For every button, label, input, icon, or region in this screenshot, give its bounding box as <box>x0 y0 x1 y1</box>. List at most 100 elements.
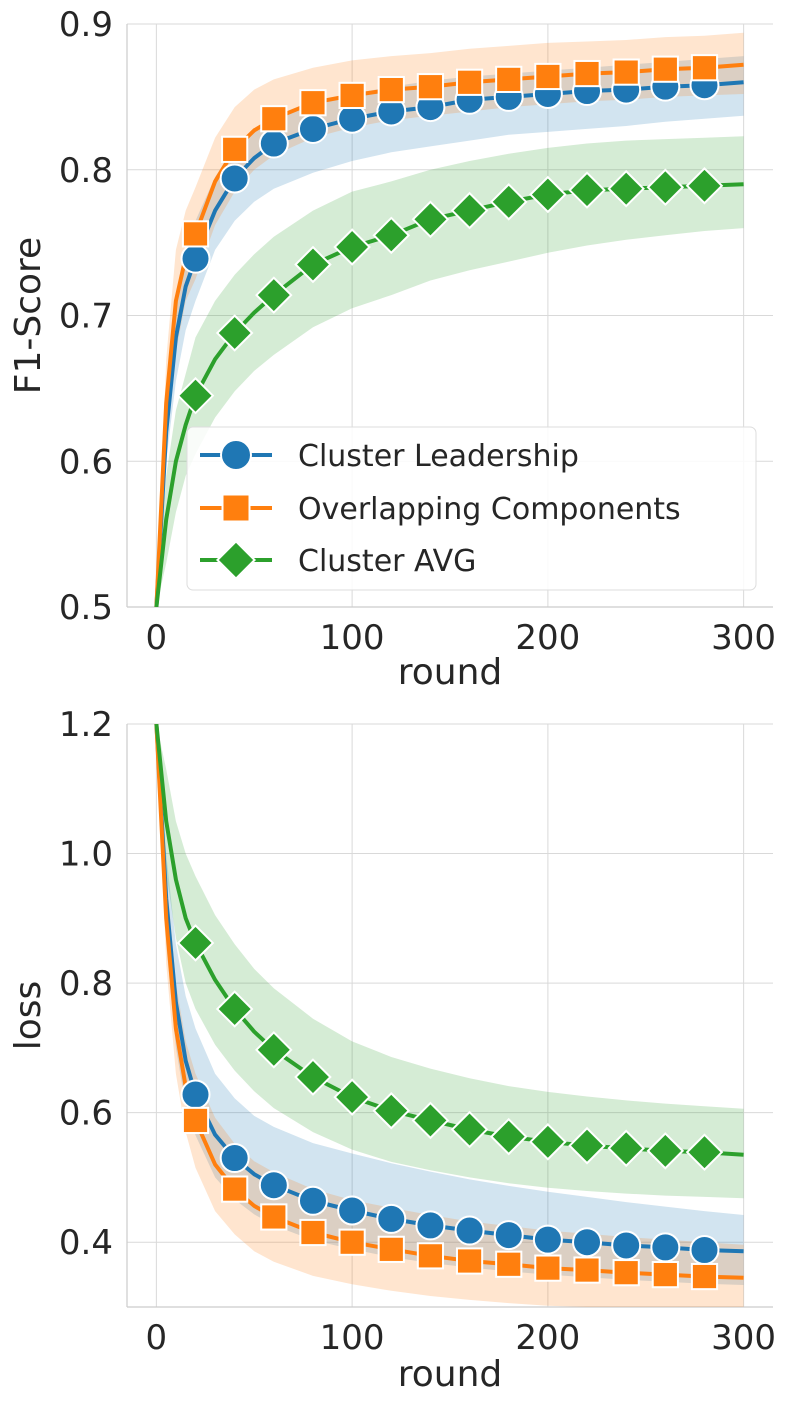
data-point-series-2 <box>573 59 601 88</box>
data-point-series-3 <box>215 990 254 1028</box>
data-point-series-2 <box>221 1175 249 1203</box>
data-point-series-3 <box>568 171 606 209</box>
data-point-series-3 <box>215 314 254 352</box>
y-tick-label: 0.8 <box>59 964 113 1004</box>
data-point-series-3 <box>646 1132 685 1170</box>
data-point-series-2 <box>416 73 445 101</box>
data-point-series-1 <box>611 1230 642 1261</box>
data-point-series-2 <box>612 58 640 86</box>
data-point-series-3 <box>450 191 489 230</box>
data-point-series-1 <box>376 1203 407 1234</box>
plot-area <box>154 32 744 607</box>
data-point-series-2 <box>416 1242 445 1270</box>
data-point-series-2 <box>299 89 327 117</box>
data-point-series-3 <box>411 200 450 239</box>
data-point-series-1 <box>258 1170 289 1201</box>
y-tick-label: 1.2 <box>59 705 113 745</box>
data-point-series-2 <box>612 1259 640 1287</box>
data-point-series-1 <box>258 128 289 159</box>
data-point-series-3 <box>333 1078 371 1116</box>
chart-2: 0.4 0.6 0.8 1.0 1.2 0 100 200 300 round loss <box>8 705 776 1395</box>
y-tick-label: 0.6 <box>59 442 113 482</box>
data-point-series-2 <box>690 1262 719 1291</box>
data-point-series-2 <box>534 1254 562 1282</box>
data-point-series-1 <box>415 1210 446 1241</box>
data-point-series-2 <box>221 135 249 163</box>
data-point-series-3 <box>411 1101 450 1140</box>
x-tick-label: 0 <box>146 618 168 658</box>
data-point-series-2 <box>338 1228 366 1256</box>
data-point-series-3 <box>489 183 528 221</box>
data-point-series-1 <box>337 1195 368 1226</box>
legend: Cluster Leadership Overlapping Components… <box>186 426 757 591</box>
data-point-series-3 <box>255 276 293 314</box>
data-point-series-1 <box>297 113 328 144</box>
legend-marker <box>220 439 252 471</box>
data-point-series-3 <box>372 1091 411 1130</box>
data-point-series-2 <box>260 105 288 133</box>
legend-marker <box>215 539 257 581</box>
data-point-series-2 <box>495 65 523 93</box>
legend-marker <box>221 493 251 523</box>
data-point-series-3 <box>255 1031 293 1069</box>
data-point-series-1 <box>689 1234 720 1265</box>
y-axis-label: loss <box>8 981 49 1051</box>
data-point-series-3 <box>294 245 332 284</box>
data-point-series-3 <box>685 167 724 205</box>
y-tick-label: 0.8 <box>59 151 113 191</box>
data-point-series-2 <box>455 1247 484 1275</box>
data-point-series-3 <box>529 1123 567 1161</box>
data-point-series-1 <box>532 1224 563 1255</box>
data-point-series-3 <box>176 376 215 415</box>
data-point-series-1 <box>219 163 250 194</box>
x-axis-label: round <box>398 652 503 693</box>
data-point-series-2 <box>377 1235 405 1263</box>
plot-area <box>154 724 744 1307</box>
data-point-series-2 <box>181 1106 210 1135</box>
data-point-series-3 <box>333 228 371 266</box>
data-point-series-3 <box>489 1117 528 1156</box>
x-tick-label: 300 <box>711 618 776 658</box>
data-point-series-2 <box>534 62 562 91</box>
x-tick-label: 200 <box>515 618 580 658</box>
y-tick-label: 0.5 <box>59 588 113 628</box>
data-point-series-3 <box>294 1058 332 1096</box>
data-point-series-3 <box>607 1129 645 1168</box>
y-tick-label: 0.6 <box>59 1094 113 1134</box>
x-axis-label: round <box>398 1354 503 1395</box>
data-point-series-2 <box>260 1203 288 1231</box>
data-point-series-2 <box>495 1250 523 1278</box>
legend-label: Cluster Leadership <box>298 439 579 474</box>
y-tick-label: 0.7 <box>59 297 113 337</box>
data-point-series-2 <box>690 54 719 82</box>
data-point-series-3 <box>568 1126 606 1165</box>
data-point-series-3 <box>176 924 215 962</box>
y-axis-label: F1-Score <box>8 237 49 394</box>
data-point-series-2 <box>651 1261 679 1289</box>
data-point-series-1 <box>650 1232 681 1263</box>
x-tick-label: 0 <box>146 1318 168 1358</box>
data-point-series-3 <box>685 1133 724 1171</box>
data-point-series-1 <box>454 1215 485 1246</box>
data-point-series-2 <box>377 75 405 104</box>
data-point-series-3 <box>607 169 645 208</box>
data-point-series-2 <box>651 55 679 83</box>
data-point-series-1 <box>297 1185 328 1216</box>
x-tick-label: 300 <box>711 1318 776 1358</box>
data-point-series-1 <box>180 243 211 274</box>
x-tick-label: 100 <box>320 1318 385 1358</box>
confidence-band-series-1 <box>156 56 744 607</box>
legend-label: Cluster AVG <box>298 544 476 579</box>
data-point-series-3 <box>372 216 411 255</box>
data-point-series-1 <box>180 1079 211 1110</box>
confidence-band-series-1 <box>156 724 744 1285</box>
data-point-series-2 <box>181 220 210 248</box>
chart-1: 0.5 0.6 0.7 0.8 0.9 0 100 200 300 round F1-Score Cl… <box>8 5 776 693</box>
data-point-series-1 <box>493 1220 524 1251</box>
data-point-series-3 <box>450 1110 489 1149</box>
y-tick-label: 1.0 <box>59 835 113 875</box>
data-point-series-2 <box>455 68 484 96</box>
confidence-band-series-3 <box>156 136 744 607</box>
y-tick-label: 0.9 <box>59 5 113 45</box>
